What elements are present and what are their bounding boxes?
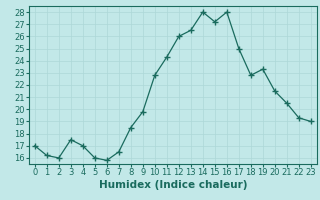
X-axis label: Humidex (Indice chaleur): Humidex (Indice chaleur) <box>99 180 247 190</box>
